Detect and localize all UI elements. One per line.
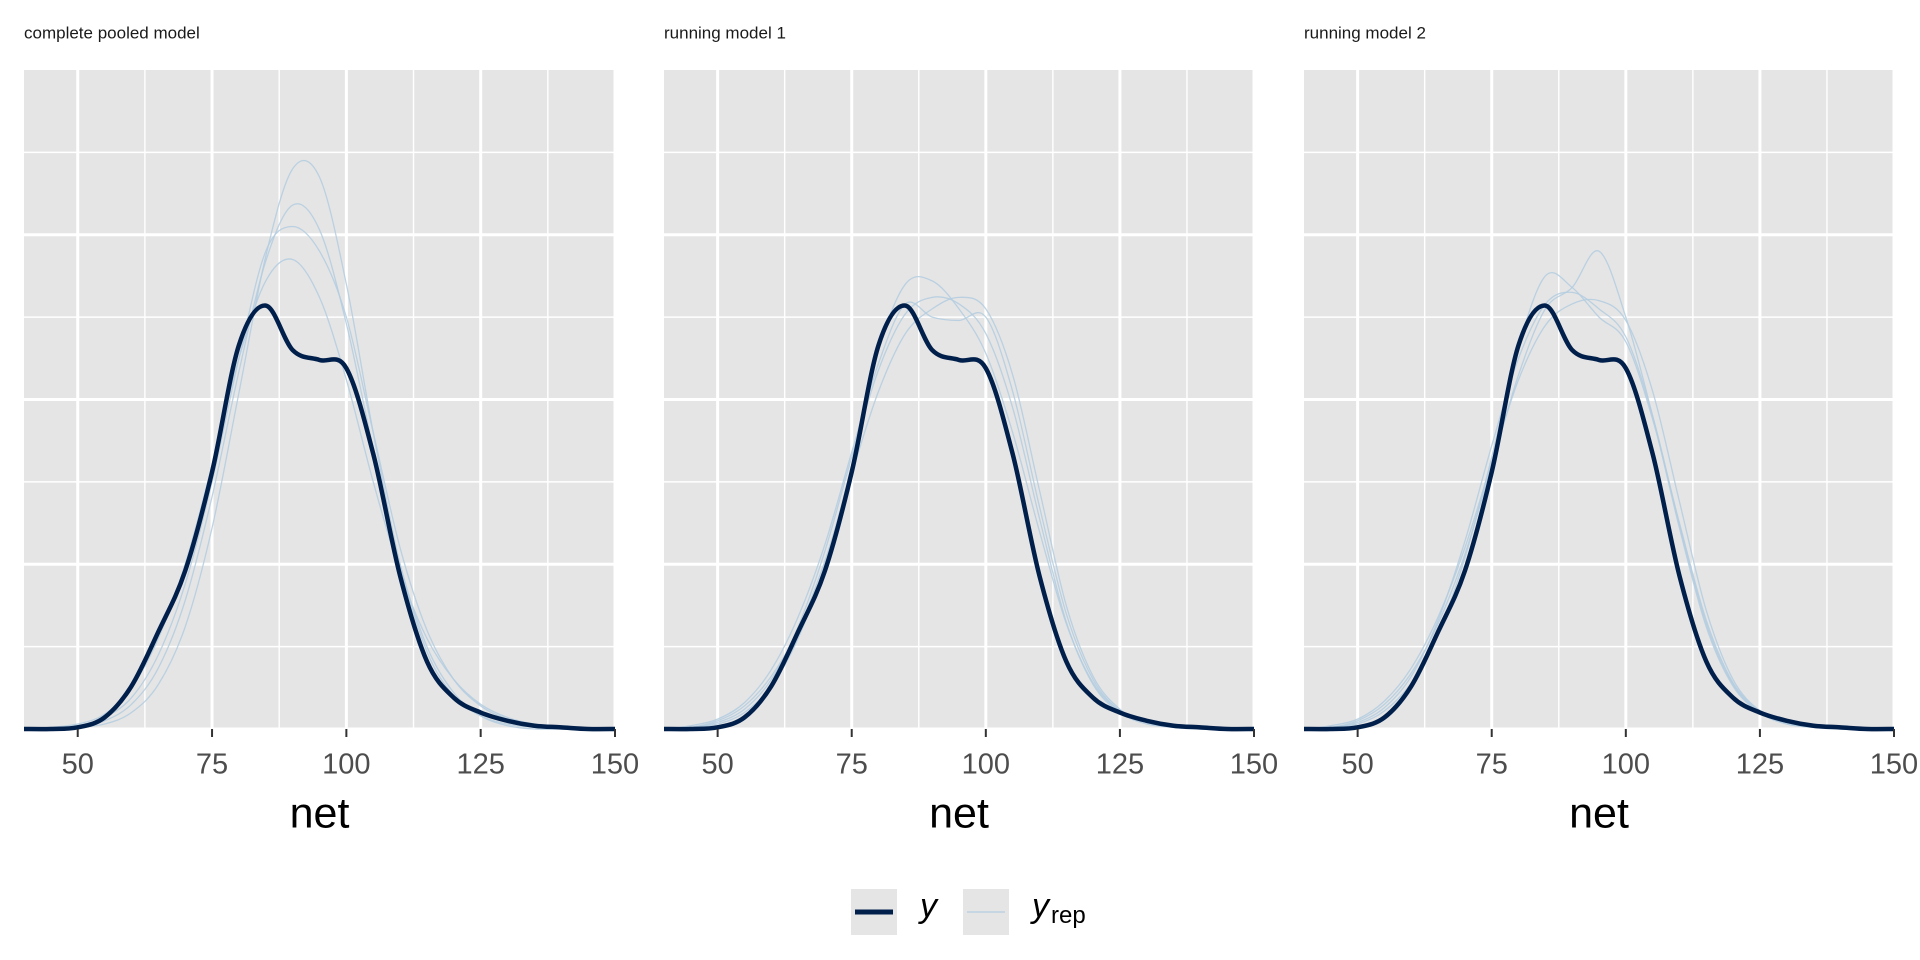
panel-title: complete pooled model: [24, 23, 200, 42]
panel: 50 75 100 125 150 running model 2 net: [1303, 23, 1918, 837]
replicated-density: [663, 296, 1254, 730]
legend-label: yrep: [1030, 887, 1086, 929]
x-tick-label: 125: [1736, 749, 1784, 781]
x-tick-label: 75: [196, 749, 228, 781]
x-tick-label: 150: [1230, 749, 1278, 781]
x-axis-title: net: [290, 789, 350, 837]
x-axis-title: net: [1569, 789, 1629, 837]
replicated-density: [1303, 250, 1894, 730]
panel: 50 75 100 125 150 complete pooled model net: [23, 23, 639, 837]
panel-title: running model 2: [1304, 23, 1426, 42]
legend-label: y: [918, 887, 939, 925]
panel-title: running model 1: [664, 23, 786, 42]
observed-density: [663, 303, 1255, 732]
x-tick-label: 75: [836, 749, 868, 781]
x-tick-label: 50: [62, 749, 94, 781]
x-tick-label: 50: [702, 749, 734, 781]
x-tick-label: 125: [1096, 749, 1144, 781]
x-tick-label: 100: [322, 749, 370, 781]
observed-density: [23, 303, 616, 732]
replicated-density: [23, 203, 615, 730]
legend-subscript: rep: [1051, 902, 1086, 929]
legend-symbol: y: [1030, 887, 1051, 925]
x-tick-label: 75: [1476, 749, 1508, 781]
replicated-density: [23, 159, 615, 730]
x-axis-title: net: [929, 789, 989, 837]
panel: 50 75 100 125 150 running model 1 net: [663, 23, 1278, 837]
legend-symbol: y: [918, 887, 939, 925]
x-tick-label: 100: [1602, 749, 1650, 781]
observed-density: [1303, 303, 1895, 732]
x-tick-label: 50: [1342, 749, 1374, 781]
x-tick-label: 150: [1870, 749, 1918, 781]
x-tick-label: 150: [591, 749, 639, 781]
x-tick-label: 100: [962, 749, 1010, 781]
x-tick-label: 125: [456, 749, 504, 781]
legend: y yrep: [851, 887, 1086, 935]
